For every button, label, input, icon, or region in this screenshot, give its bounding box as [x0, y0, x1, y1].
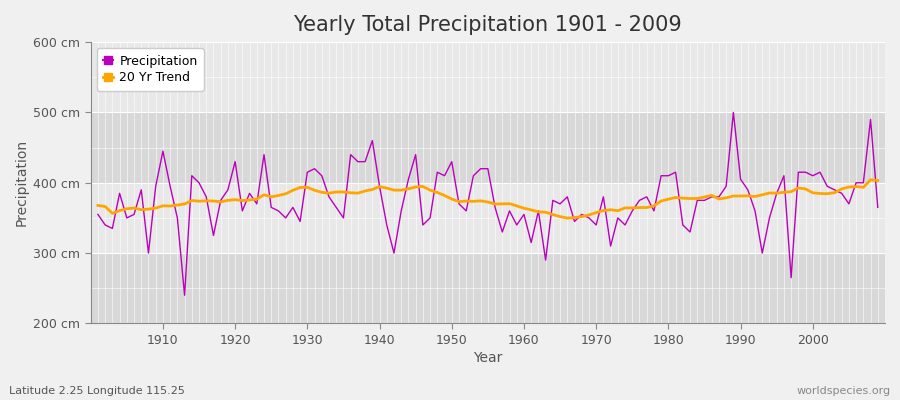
Text: worldspecies.org: worldspecies.org [796, 386, 891, 396]
Text: Latitude 2.25 Longitude 115.25: Latitude 2.25 Longitude 115.25 [9, 386, 184, 396]
Y-axis label: Precipitation: Precipitation [15, 139, 29, 226]
Bar [91, 183, 885, 253]
Bar [91, 42, 885, 112]
Bar [91, 253, 885, 324]
X-axis label: Year: Year [473, 351, 502, 365]
Legend: Precipitation, 20 Yr Trend: Precipitation, 20 Yr Trend [97, 48, 204, 91]
Bar [91, 112, 885, 183]
Title: Yearly Total Precipitation 1901 - 2009: Yearly Total Precipitation 1901 - 2009 [293, 15, 682, 35]
